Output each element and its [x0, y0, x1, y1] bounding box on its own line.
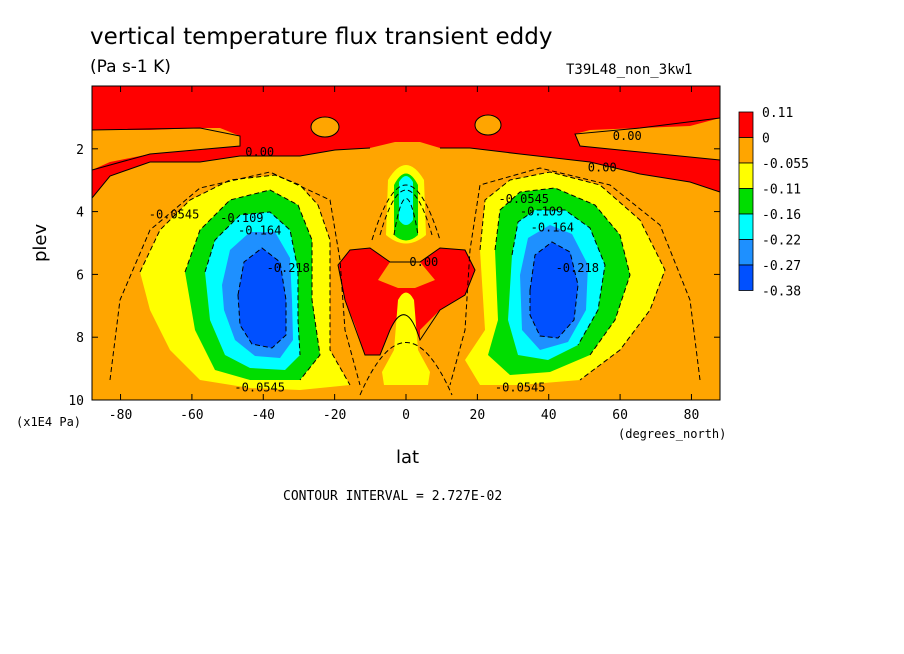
contour-line [204, 211, 301, 356]
axes: -80 -60 -40 -20 0 20 40 60 80 2 4 6 8 10 [68, 86, 720, 423]
x-tick-label: 60 [612, 408, 628, 423]
y-tick-label: 10 [68, 394, 84, 409]
colorbar-label: -0.38 [762, 285, 801, 300]
colorbar-label: -0.055 [762, 157, 809, 172]
x-tick-label: -80 [109, 408, 132, 423]
contour-label: -0.218 [267, 261, 310, 275]
contour-line [139, 174, 351, 386]
colorbar-label: -0.16 [762, 208, 801, 223]
contour-line [449, 167, 701, 386]
contour-fill [92, 86, 720, 400]
contour-line [479, 171, 666, 381]
contour-interval: CONTOUR INTERVAL = 2.727E-02 [283, 489, 503, 504]
contour-label: 0.00 [613, 129, 642, 143]
fill-darkblue-right [530, 242, 578, 338]
y-tick-label: 2 [76, 143, 84, 158]
zero-contour [92, 114, 720, 356]
fill-yellow-eq-bottom [382, 292, 430, 385]
colorbar-swatch [738, 264, 754, 291]
y-tick-label: 4 [76, 206, 84, 221]
x-tick-label: 80 [684, 408, 700, 423]
x-tick-label: 0 [402, 408, 410, 423]
contour-line [379, 189, 433, 236]
x-axis-label: lat [396, 447, 420, 468]
contour-line [371, 184, 441, 241]
run-id: T39L48_non_3kw1 [566, 62, 693, 78]
colorbar-swatch [738, 188, 754, 215]
contour-line [529, 241, 579, 339]
contour-label: 0.00 [409, 255, 438, 269]
x-tick-label: -20 [323, 408, 346, 423]
contour-line [511, 209, 606, 346]
y-tick-label: 6 [76, 268, 84, 283]
fill-orange-blob-right [475, 115, 501, 135]
chart-units: (Pa s-1 K) [90, 57, 171, 77]
contour-label: -0.0545 [498, 192, 549, 206]
fill-darkblue-left [238, 248, 286, 348]
contour-label: -0.164 [531, 220, 574, 234]
contour-label: -0.0545 [234, 380, 285, 394]
contour-line [440, 147, 720, 193]
y-axis-units: (x1E4 Pa) [16, 415, 82, 429]
contour-label: 0.00 [588, 161, 617, 175]
contour-label: 0.00 [245, 145, 274, 159]
colorbar-label: 0 [762, 132, 770, 147]
fill-orange-blob-left [311, 117, 339, 137]
contour-line [92, 127, 241, 171]
contour-line [359, 342, 453, 396]
x-axis-units: (degrees_north) [618, 427, 727, 441]
contour-labels: 0.000.000.000.00-0.0545 -0.109-0.164-0.21… [149, 129, 642, 394]
y-tick-label: 8 [76, 331, 84, 346]
fill-cyan-eq-top [399, 176, 413, 225]
fill-orange-right-notch [575, 118, 720, 160]
contour-line [92, 147, 371, 199]
contour-label: -0.164 [238, 223, 281, 237]
contour-label: -0.109 [220, 211, 263, 225]
contour-line [184, 189, 321, 381]
colorbar-swatch [738, 162, 754, 189]
contour-line [109, 171, 361, 386]
colorbar-label: -0.11 [762, 183, 801, 198]
contour-line [337, 247, 476, 356]
colorbar-label: 0.11 [762, 106, 793, 121]
x-tick-label: 20 [470, 408, 486, 423]
dashed-contours [109, 167, 701, 396]
fill-red-top [92, 86, 720, 198]
contour-line [474, 114, 502, 136]
contour-line [494, 187, 631, 356]
contour-label: -0.0545 [149, 208, 200, 222]
colorbar-swatch [738, 239, 754, 266]
contour-line [574, 117, 720, 161]
colorbar-swatch [738, 137, 754, 164]
fill-orange-eq-mid [378, 262, 435, 288]
colorbar-swatch [738, 111, 754, 138]
contour-line [310, 116, 340, 138]
y-axis-label: plev [30, 223, 51, 262]
x-tick-label: 40 [541, 408, 557, 423]
colorbar-label: -0.27 [762, 259, 801, 274]
chart-title: vertical temperature flux transient eddy [90, 24, 553, 50]
contour-label: -0.0545 [495, 380, 546, 394]
colorbar-swatch [738, 213, 754, 240]
contour-label: -0.218 [556, 261, 599, 275]
contour-line [237, 247, 287, 349]
colorbar-label: -0.22 [762, 234, 801, 249]
contour-label: -0.109 [520, 205, 563, 219]
fill-orange-left-notch [92, 128, 240, 170]
colorbar: 0.11 0 -0.055 -0.11 -0.16 -0.22 -0.27 -0.38 [738, 106, 809, 300]
contour-line [393, 198, 419, 236]
x-tick-label: -60 [180, 408, 203, 423]
x-tick-label: -40 [252, 408, 275, 423]
